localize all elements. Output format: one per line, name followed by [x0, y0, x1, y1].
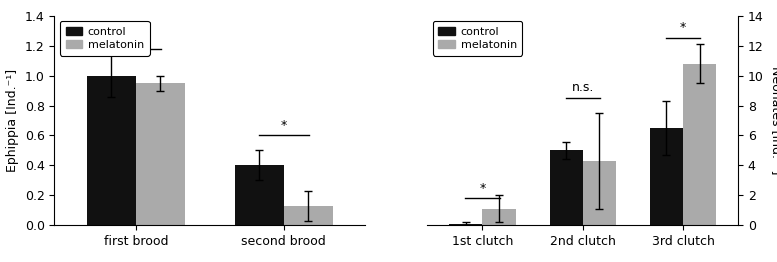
Bar	[483, 209, 516, 225]
Text: n.s.: n.s.	[124, 32, 147, 45]
Bar	[87, 76, 136, 225]
Text: n.s.: n.s.	[572, 81, 594, 94]
Bar	[136, 83, 185, 225]
Legend: control, melatonin: control, melatonin	[60, 21, 149, 56]
Legend: control, melatonin: control, melatonin	[433, 21, 522, 56]
Bar	[683, 64, 716, 225]
Bar	[549, 150, 583, 225]
Bar	[449, 224, 483, 225]
Bar	[650, 128, 683, 225]
Bar	[235, 165, 284, 225]
Y-axis label: Ephippia [Ind.⁻¹]: Ephippia [Ind.⁻¹]	[6, 69, 19, 172]
Y-axis label: Neonates [Ind.⁻¹]: Neonates [Ind.⁻¹]	[770, 66, 777, 175]
Text: *: *	[680, 21, 686, 34]
Bar	[583, 161, 616, 225]
Text: *: *	[479, 182, 486, 195]
Text: *: *	[280, 119, 287, 132]
Bar	[284, 206, 333, 225]
